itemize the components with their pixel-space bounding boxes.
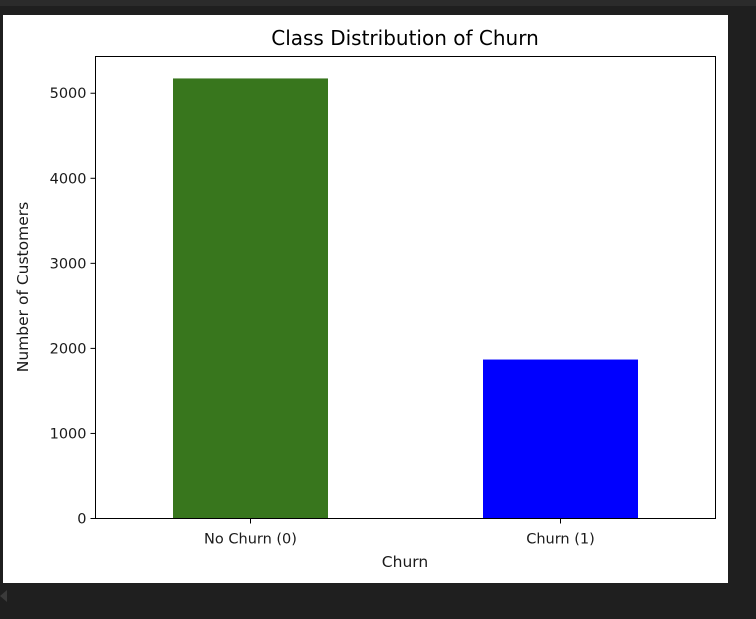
y-axis-label: Number of Customers [14,202,32,372]
x-axis-ticks: No Churn (0) Churn (1) [204,518,595,548]
x-axis-label: Churn [382,553,428,571]
y-tick-label: 3000 [50,256,87,272]
y-tick-label: 2000 [50,341,87,357]
bar-0 [173,78,328,519]
x-tick-label: Churn (1) [526,532,595,548]
y-tick-label: 1000 [50,426,87,442]
plot-area-frame [95,56,716,519]
x-tick-label: No Churn (0) [204,532,297,548]
y-tick-label: 0 [77,512,86,528]
y-tick-label: 4000 [50,171,87,187]
bars [173,78,638,519]
y-tick-label: 5000 [50,86,87,102]
scroll-left-arrow-icon[interactable] [0,590,7,602]
bar-1 [483,359,638,519]
chart-title: Class Distribution of Churn [271,26,539,50]
y-axis-ticks: 0 1000 2000 3000 4000 5000 [50,86,96,528]
top-strip [0,0,756,6]
